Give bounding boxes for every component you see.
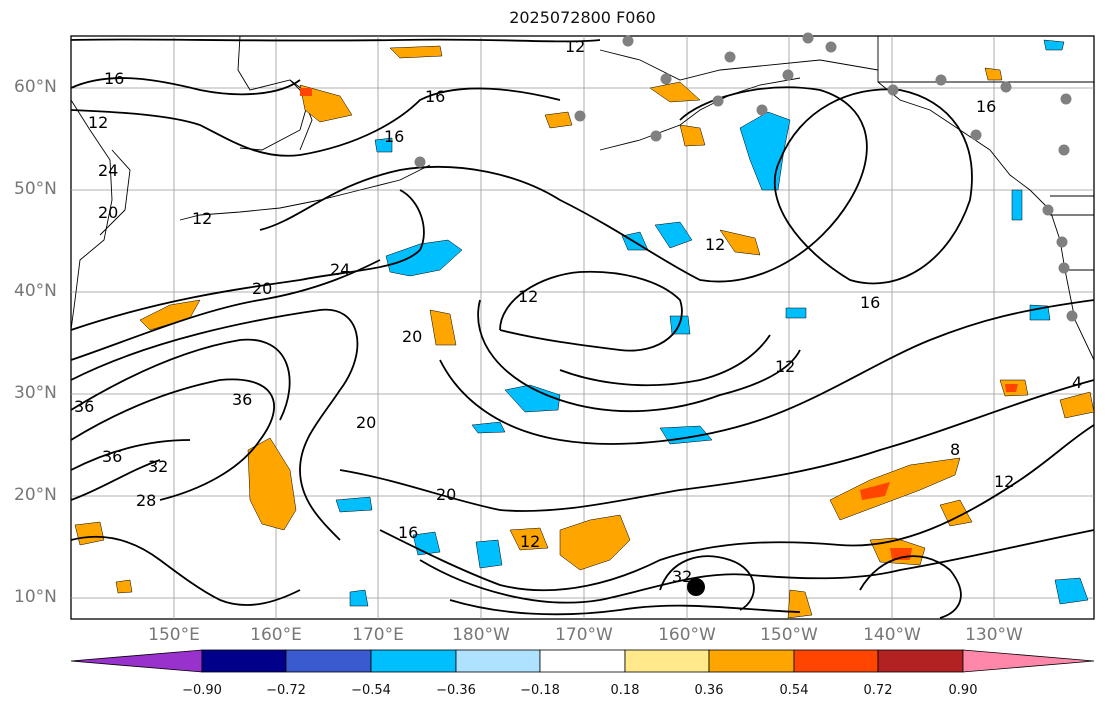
contour-label: 36 <box>74 397 94 416</box>
contour-label: 4 <box>1072 373 1082 392</box>
contour-label: 12 <box>565 37 585 56</box>
contour-label: 24 <box>330 260 350 279</box>
contour-label: 20 <box>402 327 422 346</box>
positive-shading <box>74 45 1095 619</box>
contour-label: 24 <box>98 161 118 180</box>
contour-label: 16 <box>860 293 880 312</box>
colorbar-tick: −0.36 <box>436 683 476 698</box>
contour-label: 12 <box>88 113 108 132</box>
colorbar-tick: 0.54 <box>779 683 809 698</box>
colorbar-tick: −0.90 <box>182 683 222 698</box>
contour-label: 16 <box>384 127 404 146</box>
lon-label: 170°W <box>555 625 613 645</box>
lon-label: 180°W <box>452 625 510 645</box>
contour-label: 32 <box>148 457 168 476</box>
lon-label: 150°E <box>148 625 200 645</box>
colorbar-tick: 0.90 <box>948 683 978 698</box>
lat-label: 60°N <box>14 77 57 97</box>
colorbar-tick: −0.18 <box>520 683 560 698</box>
lon-label: 170°E <box>352 625 404 645</box>
contour-label: 16 <box>104 69 124 88</box>
lon-label: 160°E <box>250 625 302 645</box>
contour-label: 12 <box>994 472 1014 491</box>
contour-label: 12 <box>192 209 212 228</box>
contour-label: 28 <box>136 491 156 510</box>
contour-label: 16 <box>398 523 418 542</box>
contour-label: 12 <box>705 235 725 254</box>
contour-label: 36 <box>232 390 252 409</box>
contour-label: 20 <box>98 203 118 222</box>
contour-label: 20 <box>436 485 456 504</box>
contour-label: 32 <box>672 567 692 586</box>
lat-label: 30°N <box>14 383 57 403</box>
lat-label: 40°N <box>14 281 57 301</box>
map-title: 2025072800 F060 <box>509 8 656 27</box>
contour-label: 16 <box>976 97 996 116</box>
contour-label: 20 <box>356 413 376 432</box>
contour-labels: 16 16 16 12 12 20 24 20 20 12 16 12 36 3… <box>74 37 1082 586</box>
contour-label: 12 <box>518 287 538 306</box>
lat-label: 50°N <box>14 179 57 199</box>
contour-lines <box>70 38 1095 619</box>
lat-label: 20°N <box>14 485 57 505</box>
lon-label: 160°W <box>658 625 716 645</box>
lon-label: 130°W <box>965 625 1023 645</box>
contour-label: 36 <box>102 447 122 466</box>
colorbar-tick: −0.72 <box>266 683 306 698</box>
storm-center-marker <box>687 578 705 596</box>
colorbar-tick: 0.72 <box>863 683 893 698</box>
colorbar-tick: 0.18 <box>610 683 640 698</box>
contour-label: 8 <box>950 440 960 459</box>
contour-label: 20 <box>252 279 272 298</box>
colorbar-tick: −0.54 <box>351 683 391 698</box>
contour-label: 12 <box>775 357 795 376</box>
station-markers <box>414 32 1078 322</box>
contour-label: 16 <box>425 87 445 106</box>
contour-label: 12 <box>520 532 540 551</box>
colorbar <box>70 649 1095 673</box>
lat-label: 10°N <box>14 587 57 607</box>
lon-label: 150°W <box>760 625 818 645</box>
lon-label: 140°W <box>863 625 921 645</box>
colorbar-tick: 0.36 <box>694 683 724 698</box>
plot-frame <box>70 35 1095 620</box>
